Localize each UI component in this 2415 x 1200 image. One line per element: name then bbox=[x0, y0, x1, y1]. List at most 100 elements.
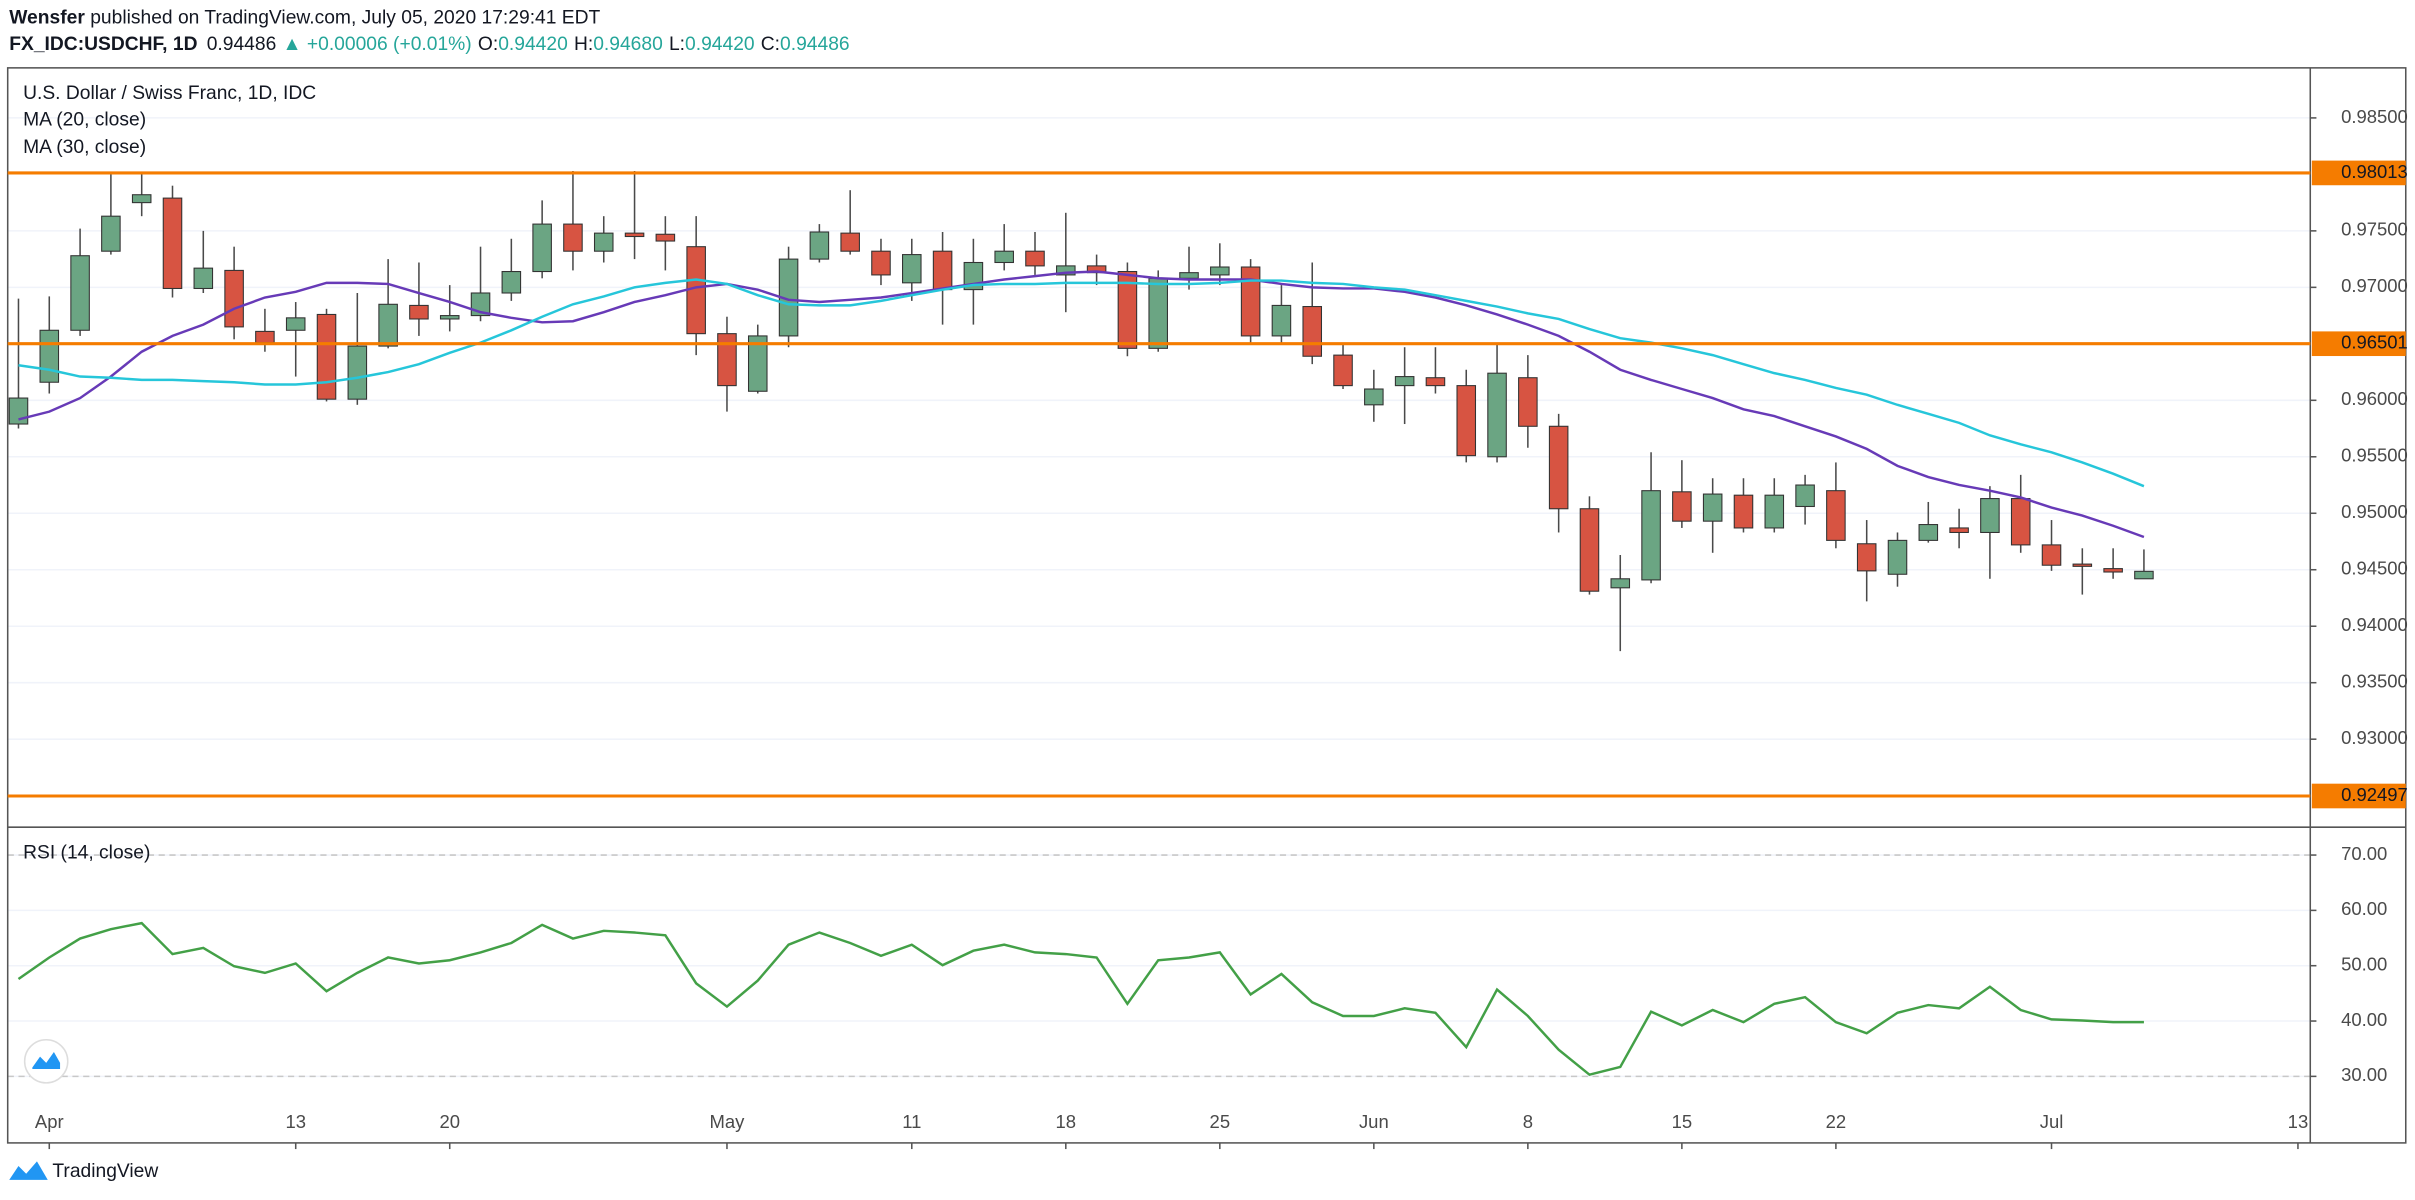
candle-body bbox=[2041, 544, 2062, 566]
legend-entry: MA (30, close) bbox=[23, 137, 146, 158]
candle-body bbox=[1918, 524, 1939, 541]
candle-body bbox=[1240, 266, 1261, 337]
candle-body bbox=[994, 250, 1014, 264]
candle-body bbox=[809, 231, 830, 260]
candle-body bbox=[563, 223, 583, 252]
y-tick-label: 30.00 bbox=[2341, 1064, 2387, 1085]
ohlc-label: O: bbox=[478, 34, 498, 55]
rsi-line bbox=[17, 921, 2144, 1077]
y-tick-label: 0.97000 bbox=[2341, 275, 2408, 296]
y-tick-label: 0.96000 bbox=[2341, 388, 2408, 409]
publish-line: Wensfer published on TradingView.com, Ju… bbox=[9, 8, 600, 29]
x-tick-label: 13 bbox=[2288, 1111, 2309, 1132]
y-tick-label: 0.95000 bbox=[2341, 501, 2408, 522]
candle-body bbox=[439, 315, 460, 320]
ohlc-label: H: bbox=[574, 34, 593, 55]
candle-body bbox=[1271, 304, 1292, 337]
y-tick-label: 0.93500 bbox=[2341, 671, 2408, 692]
candle-body bbox=[378, 303, 398, 347]
symbol-line: FX_IDC:USDCHF, 1D 0.94486 ▲ +0.00006 (+0.0… bbox=[9, 34, 849, 55]
grid-layer bbox=[7, 117, 2311, 1078]
candle-body bbox=[1579, 508, 1600, 592]
candle-body bbox=[285, 317, 306, 331]
ma-line bbox=[18, 278, 2145, 488]
candle-body bbox=[39, 329, 60, 383]
candle-body bbox=[1672, 491, 1692, 522]
candle-body bbox=[655, 233, 676, 242]
candle-body bbox=[316, 313, 337, 400]
candle-body bbox=[1733, 494, 1754, 529]
candle-body bbox=[532, 223, 552, 273]
candle-body bbox=[255, 330, 275, 344]
candle-body bbox=[1487, 372, 1507, 458]
y-tick-label: 0.97500 bbox=[2341, 219, 2408, 240]
level-label-box bbox=[2311, 160, 2406, 186]
x-tick-label: Jun bbox=[1359, 1111, 1389, 1132]
candle-body bbox=[717, 333, 737, 387]
y-tick-label: 70.00 bbox=[2341, 843, 2387, 864]
candle-body bbox=[131, 194, 152, 204]
level-label-box bbox=[2311, 783, 2406, 809]
x-tick-label: 11 bbox=[902, 1111, 921, 1132]
candle-body bbox=[8, 397, 29, 425]
candle-body bbox=[2103, 568, 2123, 573]
y-tick-label: 0.93000 bbox=[2341, 727, 2408, 748]
candle-body bbox=[162, 197, 183, 290]
candle-body bbox=[224, 269, 244, 328]
candle-body bbox=[70, 255, 90, 331]
candle-body bbox=[1302, 306, 1323, 357]
change: ▲ +0.00006 (+0.01%) bbox=[282, 34, 471, 55]
x-tick-label: 22 bbox=[1826, 1111, 1847, 1132]
level-label-box bbox=[2311, 331, 2406, 357]
candle-body bbox=[347, 345, 368, 400]
candle-body bbox=[1856, 543, 1877, 572]
candle-body bbox=[593, 232, 614, 252]
x-tick-label: 13 bbox=[285, 1111, 306, 1132]
y-tick-label: 60.00 bbox=[2341, 898, 2387, 919]
level-label: 0.98013 bbox=[2341, 161, 2408, 182]
y-tick-label: 0.94000 bbox=[2341, 614, 2408, 635]
candle-body bbox=[1980, 498, 2000, 534]
last-price: 0.94486 bbox=[207, 34, 277, 55]
y-tick-label: 0.95500 bbox=[2341, 445, 2408, 466]
x-tick-label: 25 bbox=[1210, 1111, 1231, 1132]
x-tick-label: Apr bbox=[35, 1111, 64, 1132]
candle-body bbox=[1702, 493, 1723, 522]
candle-body bbox=[1795, 484, 1815, 508]
candle-body bbox=[840, 232, 860, 252]
candle-body bbox=[871, 250, 891, 276]
candle-body bbox=[1025, 250, 1045, 267]
candle-body bbox=[1364, 388, 1384, 406]
y-tick-label: 0.98500 bbox=[2341, 106, 2408, 127]
x-tick-label: 20 bbox=[439, 1111, 460, 1132]
x-tick-label: 18 bbox=[1056, 1111, 1077, 1132]
x-tick-label: 15 bbox=[1672, 1111, 1693, 1132]
candle-body bbox=[1887, 539, 1908, 575]
legend-entry: MA (20, close) bbox=[23, 109, 146, 130]
candle-body bbox=[1548, 425, 1569, 510]
candle-body bbox=[501, 270, 522, 294]
candle-body bbox=[2072, 563, 2093, 567]
overlay-layer: Apr 13 20 May 11 18 25 Jun 8 15 22 Jul 13 0.98500 0.97… bbox=[7, 106, 2408, 1150]
candle-body bbox=[1056, 265, 1076, 276]
watermark-logo bbox=[23, 1038, 69, 1084]
candle-body bbox=[1764, 494, 1785, 529]
footer-logo bbox=[9, 1161, 48, 1180]
y-tick-label: 0.94500 bbox=[2341, 558, 2408, 579]
published: published on TradingView.com, July 05, 2… bbox=[90, 8, 600, 29]
symbol: FX_IDC:USDCHF, 1D bbox=[9, 34, 197, 55]
ohlc-value: 0.94486 bbox=[780, 34, 850, 55]
ohlc-value: 0.94420 bbox=[685, 34, 755, 55]
ohlc-label: C: bbox=[761, 34, 780, 55]
x-tick-label: Jul bbox=[2040, 1111, 2064, 1132]
candle-body bbox=[1117, 270, 1138, 349]
candle-body bbox=[1179, 272, 1199, 279]
candle-body bbox=[101, 215, 121, 252]
author: Wensfer bbox=[9, 8, 85, 29]
rsi-title: RSI (14, close) bbox=[23, 842, 150, 863]
candle-body bbox=[2010, 498, 2031, 546]
candle-body bbox=[1949, 527, 1969, 534]
y-tick-label: 40.00 bbox=[2341, 1009, 2387, 1030]
level-label: 0.96501 bbox=[2341, 332, 2408, 353]
candle-body bbox=[1148, 277, 1168, 349]
